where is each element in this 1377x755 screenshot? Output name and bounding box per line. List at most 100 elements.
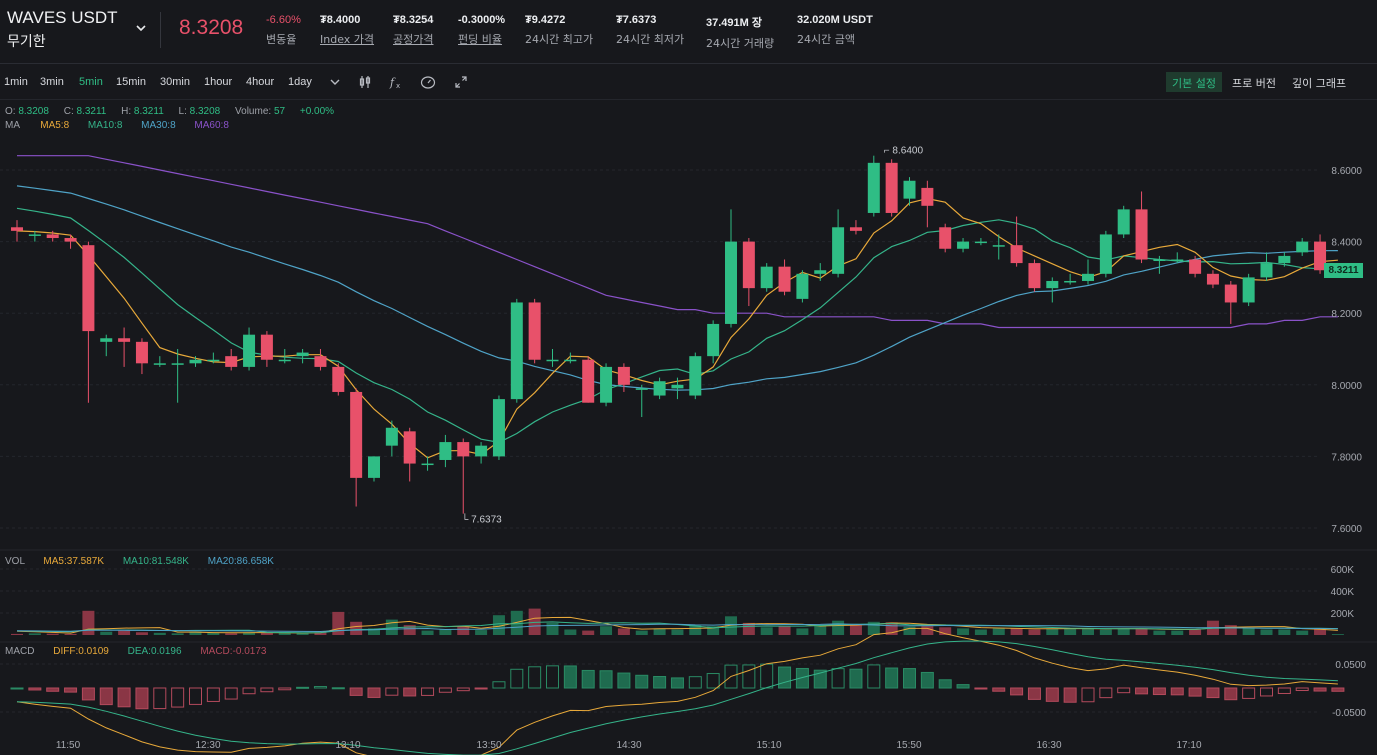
turnover-label: 24시간 금액 <box>797 33 855 46</box>
candle-body <box>28 234 41 236</box>
chevron-down-icon[interactable] <box>134 21 148 35</box>
volume-bar <box>1260 629 1273 635</box>
expand-icon[interactable] <box>453 74 469 90</box>
timeframe-3min[interactable]: 3min <box>40 76 64 88</box>
volume-bar <box>1331 634 1344 635</box>
macd-bar <box>903 668 916 689</box>
symbol-title[interactable]: WAVES USDT <box>7 8 118 27</box>
time-tick-label: 14:30 <box>616 740 641 751</box>
volume-bar <box>992 628 1005 635</box>
timeframe-4hour[interactable]: 4hour <box>246 76 275 88</box>
candle-body <box>457 442 470 457</box>
candle-body <box>725 241 737 324</box>
macd-bar <box>1170 687 1184 696</box>
candle-body <box>814 270 827 274</box>
timeframe-5min[interactable]: 5min <box>79 76 103 88</box>
view-pro-button[interactable]: 프로 버전 <box>1232 77 1276 90</box>
candle-body <box>903 180 916 199</box>
candle-body <box>296 352 309 357</box>
candle-body <box>1099 234 1112 274</box>
timeframe-1min[interactable]: 1min <box>4 76 28 88</box>
timeframe-1day[interactable]: 1day <box>288 76 312 88</box>
candlestick-icon[interactable] <box>357 74 373 90</box>
volume-bar <box>189 631 202 635</box>
change-value: +0.00% <box>299 106 335 117</box>
macd-bar <box>1242 687 1256 699</box>
volume-bar <box>1117 628 1130 635</box>
volume-bar <box>635 630 648 635</box>
macd-bar <box>1117 687 1131 694</box>
macd-bar <box>10 687 24 690</box>
volume-bar <box>1296 630 1309 635</box>
fair-value: ₮8.3254 <box>393 14 434 26</box>
macd-bar <box>1277 687 1291 694</box>
candle-body <box>617 366 630 385</box>
candle-body <box>475 445 488 457</box>
index-label[interactable]: Index 가격 <box>320 33 375 46</box>
ma60-value: MA60:8 <box>194 120 229 131</box>
macd-bar <box>1099 687 1113 699</box>
ohlc-legend: O: 8.3208 C: 8.3211 H: 8.3211 L: 8.3208 … <box>5 106 334 117</box>
price-tick-label: 8.6000 <box>1331 166 1362 177</box>
time-tick-label: 11:50 <box>56 740 81 751</box>
candle-body <box>582 359 595 403</box>
candle-body <box>992 245 1005 247</box>
timeframe-15min[interactable]: 15min <box>116 76 146 88</box>
macd-tick-label: -0.0500 <box>1332 708 1366 719</box>
stat-fair: ₮8.3254 공정가격 <box>393 14 433 47</box>
ma10-line <box>16 207 1338 444</box>
candle-body <box>867 162 880 213</box>
ma5-value: MA5:8 <box>40 120 70 131</box>
macd-bar <box>528 666 542 689</box>
volume-bar <box>725 616 737 635</box>
timeframe-30min[interactable]: 30min <box>160 76 190 88</box>
max-price-marker: ⌐ 8.6400 <box>884 146 924 157</box>
view-basic-button[interactable]: 기본 설정 <box>1166 72 1222 92</box>
fair-label[interactable]: 공정가격 <box>393 33 434 46</box>
ma10-value: MA10:8 <box>87 120 123 131</box>
volume-bar <box>439 629 452 635</box>
volume-bar <box>1278 629 1291 635</box>
high-value: ₮9.4272 <box>525 14 566 26</box>
contract-type: 무기한 <box>7 34 46 50</box>
time-tick-label: 17:10 <box>1176 740 1201 751</box>
candlestick-chart[interactable]: ⌐ 8.6400 └ 7.6373 8.6000 8.4000 8.2000 8.000… <box>0 100 1377 755</box>
candle-body <box>1189 259 1202 274</box>
volume-value: 37.491M 장 <box>706 17 762 29</box>
gauge-icon[interactable] <box>420 74 436 90</box>
price-tick-label: 7.8000 <box>1331 452 1362 463</box>
macd-bar <box>385 687 399 696</box>
macd-bar <box>46 687 60 692</box>
candle-body <box>1224 284 1237 303</box>
volume-bar <box>760 627 773 635</box>
volume-bar <box>100 631 113 635</box>
volume-bar <box>653 628 666 635</box>
candle-body <box>849 227 862 231</box>
volume-bar <box>278 633 291 635</box>
volume-bars <box>11 608 1344 635</box>
volume-bar <box>564 629 577 635</box>
timeframe-1hour[interactable]: 1hour <box>204 76 233 88</box>
macd-bar <box>349 687 363 696</box>
candle-body <box>82 245 95 332</box>
candle-body <box>492 399 505 457</box>
macd-histogram <box>10 627 1345 755</box>
volume-bar <box>46 633 59 635</box>
candle-body <box>921 187 934 206</box>
macd-bar <box>956 684 970 689</box>
volume-bar <box>1064 628 1077 635</box>
funding-value: -0.3000% <box>458 14 506 26</box>
volume-bar <box>1135 628 1148 635</box>
chevron-down-icon[interactable] <box>327 74 343 90</box>
diff-value: DIFF:0.0109 <box>53 646 109 657</box>
view-depth-button[interactable]: 깊이 그래프 <box>1292 77 1347 90</box>
candle-body <box>421 463 434 466</box>
volume-bar <box>1046 628 1059 635</box>
candle-body <box>796 273 809 299</box>
volume-bar <box>939 627 952 635</box>
vol-tick-label: 200K <box>1331 609 1355 620</box>
funding-label[interactable]: 펀딩 비율 <box>458 33 502 46</box>
candle-body <box>243 334 256 367</box>
volume-bar <box>1171 630 1184 635</box>
